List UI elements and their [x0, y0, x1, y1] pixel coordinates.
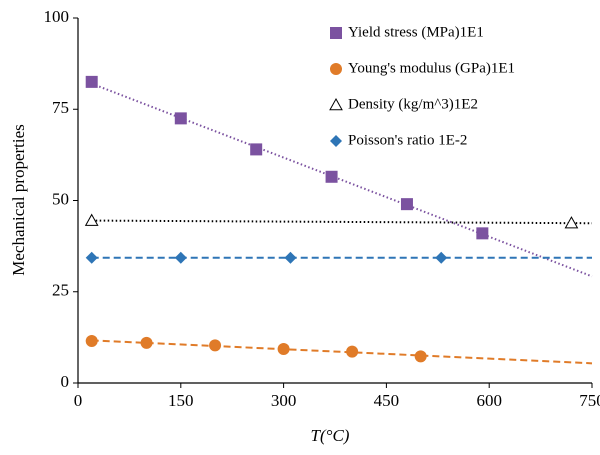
x-tick-label: 150 — [168, 391, 194, 410]
y-tick-label: 50 — [52, 189, 69, 208]
y-axis-label: Mechanical properties — [9, 124, 28, 276]
legend-marker — [330, 27, 342, 39]
marker — [85, 75, 98, 88]
trendline — [91, 219, 593, 225]
legend-label: Poisson's ratio 1E-2 — [348, 132, 467, 148]
marker — [564, 216, 579, 229]
marker — [277, 343, 290, 356]
legend-marker — [330, 63, 342, 75]
x-tick-label: 600 — [476, 391, 502, 410]
y-tick-label: 25 — [52, 281, 69, 300]
marker — [346, 345, 359, 358]
x-tick-label: 0 — [74, 391, 83, 410]
marker — [84, 213, 99, 226]
marker — [400, 198, 413, 211]
legend-label: Yield stress (MPa)1E1 — [348, 24, 484, 40]
legend-label: Young's modulus (GPa)1E1 — [348, 60, 515, 76]
x-tick-label: 300 — [271, 391, 297, 410]
y-tick-label: 75 — [52, 98, 69, 117]
marker — [284, 251, 297, 264]
marker — [414, 350, 427, 363]
marker — [209, 339, 222, 352]
marker — [250, 143, 263, 156]
x-axis-label: T(°C) — [311, 426, 350, 445]
y-tick-label: 0 — [61, 372, 70, 391]
legend-marker — [330, 135, 342, 147]
trendline — [91, 82, 593, 278]
x-tick-label: 450 — [374, 391, 400, 410]
legend-marker — [329, 97, 343, 111]
marker — [140, 336, 153, 349]
marker — [325, 170, 338, 183]
marker — [435, 251, 448, 264]
marker — [174, 112, 187, 125]
y-tick-label: 100 — [44, 7, 70, 26]
marker — [85, 251, 98, 264]
trendline — [91, 339, 593, 365]
marker — [476, 227, 489, 240]
marker — [174, 251, 187, 264]
legend-label: Density (kg/m^3)1E2 — [348, 96, 478, 112]
x-tick-label: 750 — [579, 391, 600, 410]
marker — [85, 335, 98, 348]
